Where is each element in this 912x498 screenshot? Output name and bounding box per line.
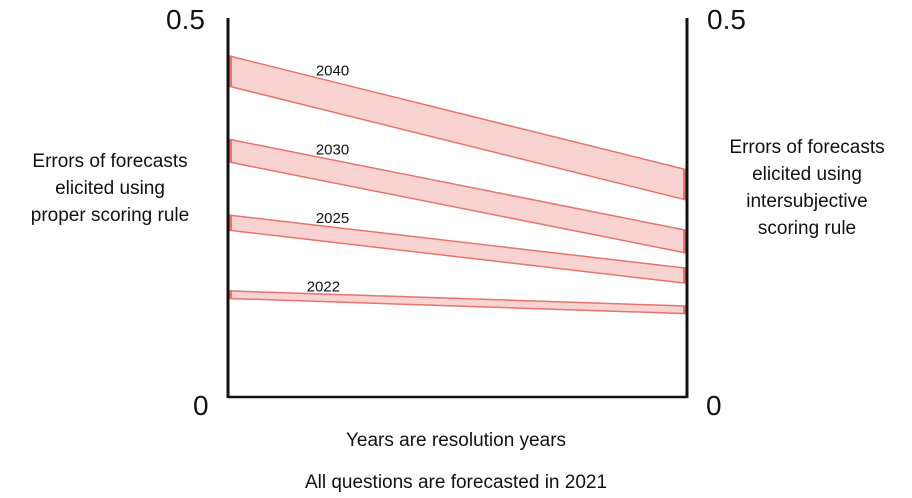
band-2022 bbox=[228, 290, 687, 315]
band-label-2030: 2030 bbox=[316, 142, 349, 159]
right-axis-bottom-label: 0 bbox=[706, 390, 722, 421]
caption-resolution-years: Years are resolution years bbox=[345, 430, 567, 451]
right-axis-title: Errors of forecasts elicited using inter… bbox=[702, 134, 912, 242]
left-axis-title-line: Errors of forecasts bbox=[32, 151, 188, 172]
left-axis-title-line: elicited using bbox=[55, 178, 165, 199]
left-axis-title-line: proper scoring rule bbox=[30, 205, 190, 226]
right-axis-title-line: Errors of forecasts bbox=[729, 137, 885, 158]
right-axis-title-line: scoring rule bbox=[757, 218, 857, 239]
left-axis-bottom-label: 0 bbox=[193, 390, 209, 421]
left-axis-title: Errors of forecasts elicited using prope… bbox=[5, 148, 215, 229]
band-label-2040: 2040 bbox=[316, 63, 349, 80]
band-2040 bbox=[228, 55, 687, 201]
right-axis-title-line: intersubjective bbox=[746, 191, 868, 212]
right-axis-top-label: 0.5 bbox=[707, 4, 746, 35]
band-label-2022: 2022 bbox=[307, 278, 340, 295]
right-axis-title-line: elicited using bbox=[752, 164, 862, 185]
band-label-2025: 2025 bbox=[316, 210, 349, 227]
bands-layer: 2040 2030 2025 2022 bbox=[228, 55, 687, 315]
left-axis-top-label: 0.5 bbox=[166, 4, 205, 35]
caption-forecast-year: All questions are forecasted in 2021 bbox=[304, 472, 608, 493]
